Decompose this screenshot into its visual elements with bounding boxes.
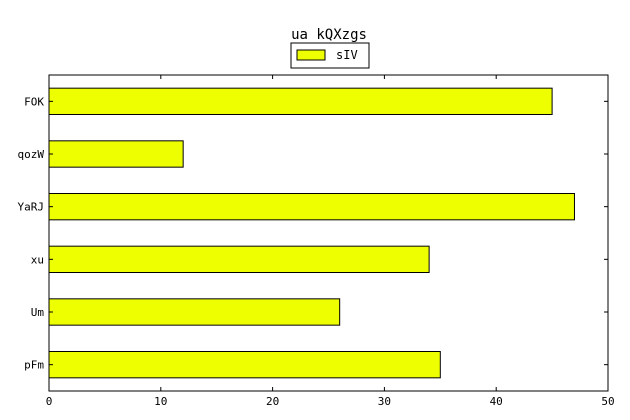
x-tick-label: 50 bbox=[601, 395, 614, 408]
bars-layer bbox=[48, 87, 575, 379]
plot-frame bbox=[48, 74, 609, 392]
x-tick-label: 30 bbox=[378, 395, 391, 408]
legend-label: sIV bbox=[336, 48, 358, 62]
y-tick-label: Um bbox=[31, 306, 45, 319]
x-tick-label: 20 bbox=[266, 395, 279, 408]
y-axis: FOK qozW YaRJ xu Um pFm bbox=[18, 95, 608, 372]
x-axis: 0 10 20 30 40 50 bbox=[46, 75, 615, 408]
y-tick-label: xu bbox=[31, 253, 44, 266]
y-tick-label: YaRJ bbox=[18, 201, 45, 214]
legend: sIV bbox=[290, 42, 370, 69]
y-tick-label: pFm bbox=[24, 359, 44, 372]
bar bbox=[48, 245, 430, 274]
chart-title: ua kQXzgs bbox=[291, 27, 367, 43]
x-tick-label: 40 bbox=[490, 395, 503, 408]
y-tick-label: FOK bbox=[24, 95, 44, 108]
y-tick-label: qozW bbox=[18, 148, 45, 161]
bar bbox=[48, 193, 575, 221]
bar bbox=[48, 140, 184, 168]
legend-swatch bbox=[296, 49, 326, 61]
bar bbox=[48, 87, 553, 115]
bar bbox=[48, 351, 441, 379]
x-tick-label: 0 bbox=[46, 395, 53, 408]
x-tick-label: 10 bbox=[154, 395, 167, 408]
bar bbox=[48, 298, 341, 326]
